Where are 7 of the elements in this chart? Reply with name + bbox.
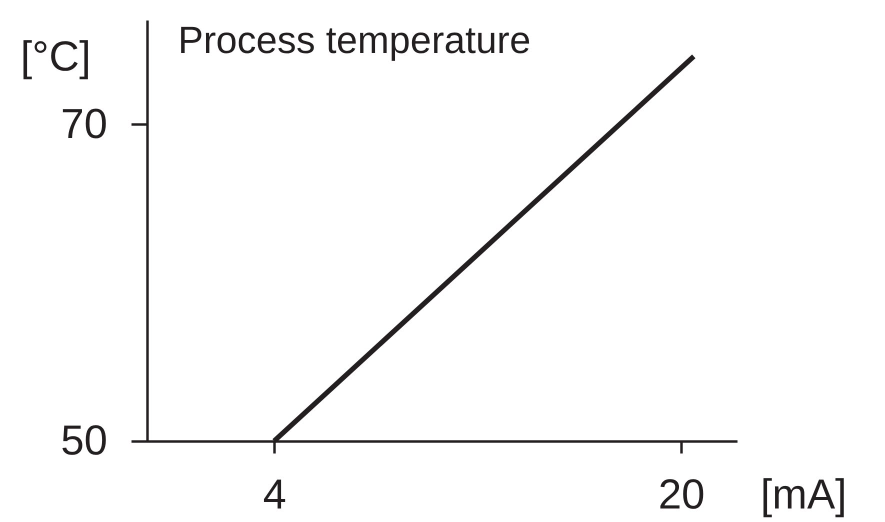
x-tick-label: 4 [262, 470, 286, 518]
y-tick-label: 70 [60, 100, 108, 147]
x-axis-title: [mA] [760, 470, 847, 518]
y-tick-label: 50 [60, 416, 108, 464]
x-tick-label: 20 [658, 470, 705, 518]
y-axis-title: [°C] [20, 32, 91, 80]
chart-title: Process temperature [178, 20, 531, 62]
